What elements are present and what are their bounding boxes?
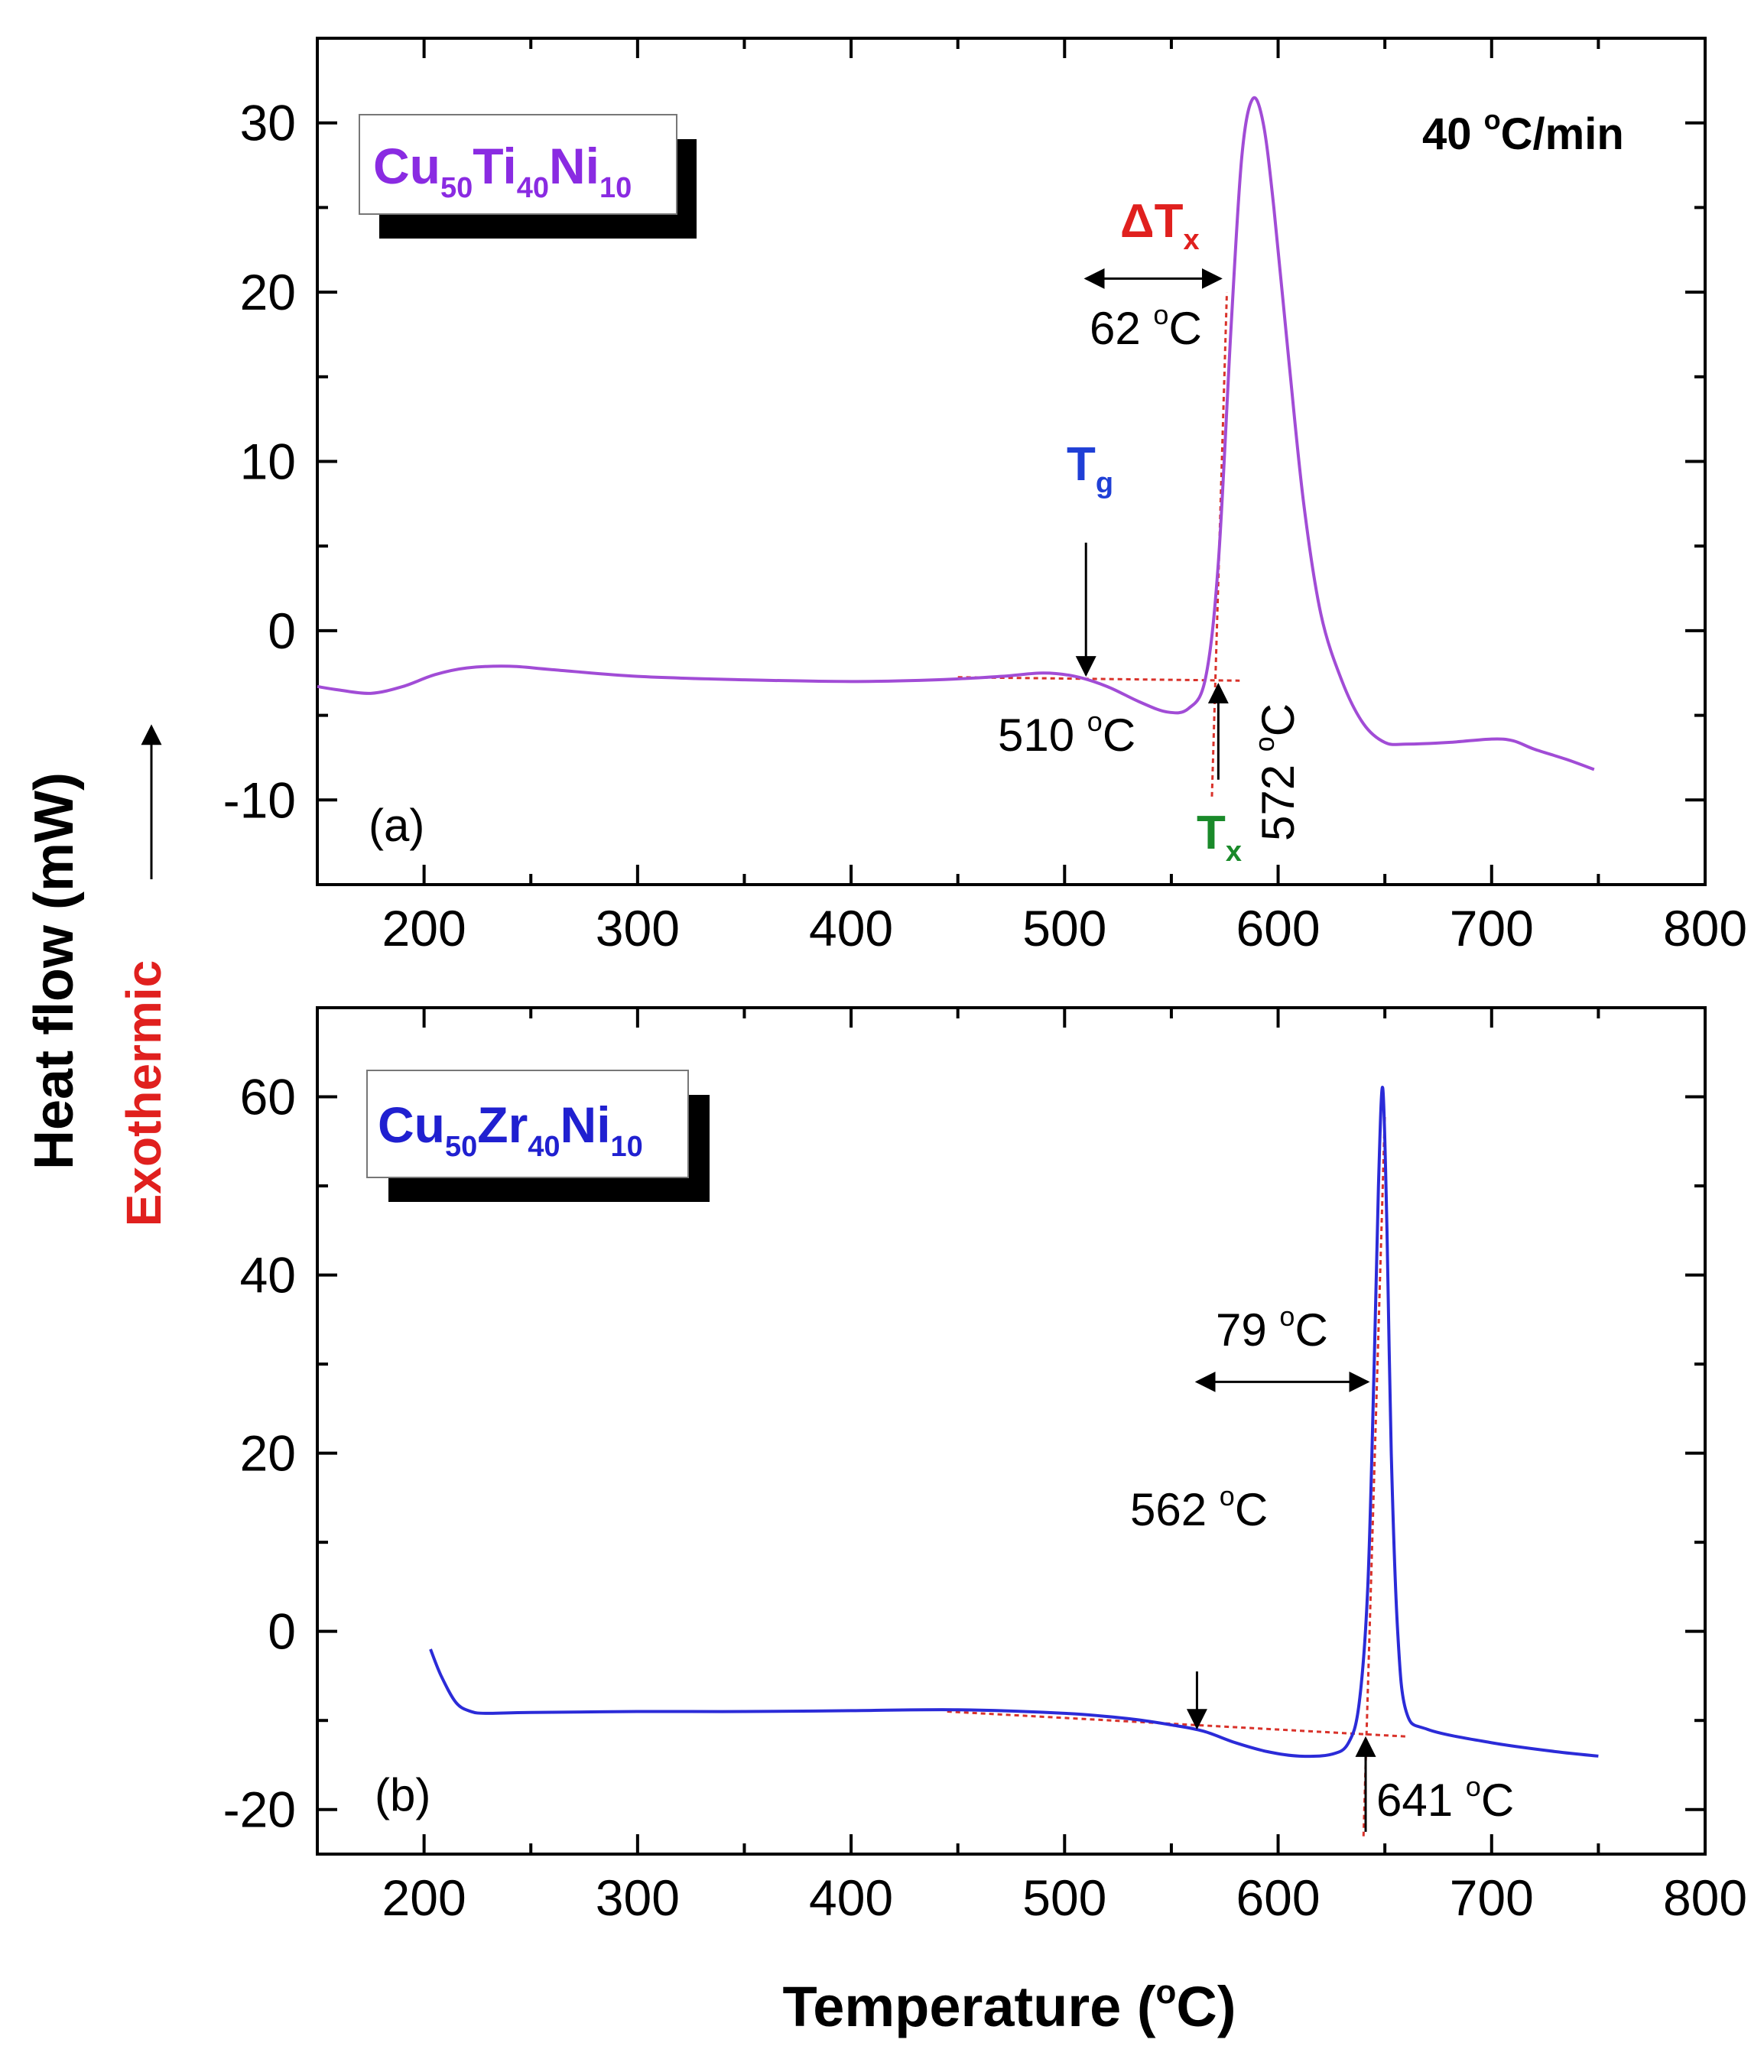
legend-a-sub3: 10 <box>599 172 632 204</box>
legend-a-el1: Cu <box>373 138 440 194</box>
x-tick-label: 200 <box>382 1869 466 1926</box>
legend-b-sub2: 40 <box>528 1131 560 1163</box>
x-axis-label-main: Temperature ( <box>783 1975 1156 2038</box>
panel-b-label: (b) <box>375 1769 430 1820</box>
tg-sub: g <box>1096 467 1113 499</box>
b-delta-tx-sup: o <box>1279 1301 1295 1332</box>
y-tick-label: -10 <box>223 771 296 828</box>
legend-b-el3: Ni <box>560 1096 611 1153</box>
y-tick-label: 40 <box>240 1247 296 1304</box>
x-tick-label: 800 <box>1663 1869 1747 1926</box>
x-tick-label: 300 <box>596 1869 680 1926</box>
delta-tx-num: 62 <box>1090 303 1153 354</box>
heating-rate-label: 40 oC/min <box>1422 104 1624 159</box>
b-tg-num: 562 <box>1130 1484 1220 1535</box>
b-tx-num: 641 <box>1376 1775 1466 1826</box>
tx-value: 572 oC <box>1249 703 1304 841</box>
panel-b-x-tick-labels: 200 300 400 500 600 700 800 <box>382 1869 1748 1926</box>
tg-sup: o <box>1087 706 1103 737</box>
legend-a-box <box>359 114 677 215</box>
panel-a-x-tick-labels: 200 300 400 500 600 700 800 <box>382 900 1748 956</box>
y-tick-label: 0 <box>268 602 296 659</box>
x-tick-label: 600 <box>1236 900 1320 956</box>
panel-a-curve <box>317 96 1595 771</box>
tx-num: 572 <box>1252 752 1304 841</box>
b-tg-unit: C <box>1235 1484 1268 1535</box>
delta-tx-value: 62 oC <box>1090 299 1202 354</box>
x-tick-label: 400 <box>809 900 893 956</box>
tx-symbol: T <box>1197 807 1226 859</box>
y-axis-label: Heat flow (mW) <box>24 772 85 1170</box>
b-delta-tx-unit: C <box>1295 1304 1327 1356</box>
x-tick-label: 200 <box>382 900 466 956</box>
x-tick-label: 700 <box>1450 900 1534 956</box>
x-tick-label: 500 <box>1022 900 1106 956</box>
b-tx-sup: o <box>1466 1771 1481 1802</box>
legend-a-el2: Ti <box>473 138 516 194</box>
tg-num: 510 <box>998 710 1087 761</box>
y-tick-label: 10 <box>240 434 296 490</box>
x-axis-label-sup: o <box>1156 1973 1177 2011</box>
y-tick-label: 30 <box>240 95 296 151</box>
y-tick-label: 0 <box>268 1603 296 1660</box>
x-axis-label: Temperature (oC) <box>783 1973 1236 2038</box>
b-tg-value: 562 oC <box>1130 1480 1268 1535</box>
b-tx-unit: C <box>1481 1775 1514 1826</box>
y-tick-label: 20 <box>240 264 296 320</box>
panel-b-ticks <box>316 1006 1707 1854</box>
x-tick-label: 600 <box>1236 1869 1320 1926</box>
legend-a-sub1: 50 <box>440 172 473 204</box>
legend-a-sub2: 40 <box>517 172 549 204</box>
tg-unit: C <box>1103 710 1135 761</box>
panel-b-baseline <box>947 1710 1407 1738</box>
delta-tx-sup: o <box>1153 299 1168 330</box>
legend-b-sub1: 50 <box>445 1131 477 1163</box>
panel-a-label: (a) <box>369 800 424 851</box>
b-tx-value: 641 oC <box>1376 1771 1514 1826</box>
tg-label: Tg <box>1067 438 1113 499</box>
b-tg-sup: o <box>1220 1480 1235 1512</box>
legend-b-el2: Zr <box>477 1096 528 1153</box>
panel-b-curve <box>429 1086 1599 1759</box>
delta-tx-symbol: ΔT <box>1120 195 1184 248</box>
delta-tx-sub: x <box>1183 224 1199 256</box>
tx-sub: x <box>1226 836 1242 868</box>
legend-b-el1: Cu <box>378 1096 445 1153</box>
panel-b-tx-tangent <box>1362 1114 1386 1837</box>
legend-b-formula: Cu50Zr40Ni10 <box>378 1096 643 1163</box>
x-tick-label: 500 <box>1022 1869 1106 1926</box>
x-axis-label-unit: C) <box>1176 1975 1236 2038</box>
b-delta-tx-value: 79 oC <box>1216 1301 1328 1356</box>
tg-symbol: T <box>1067 438 1096 491</box>
legend-a-el3: Ni <box>549 138 599 194</box>
tx-label: Tx <box>1197 807 1242 868</box>
panel-a-ticks <box>316 37 1707 886</box>
y-tick-label: 20 <box>240 1425 296 1482</box>
delta-tx-unit: C <box>1168 303 1201 354</box>
y-tick-label: 60 <box>240 1069 296 1125</box>
b-delta-tx-num: 79 <box>1216 1304 1279 1356</box>
x-tick-label: 800 <box>1663 900 1747 956</box>
rate-sup: o <box>1484 104 1501 135</box>
x-tick-label: 400 <box>809 1869 893 1926</box>
y-tick-label: -20 <box>223 1781 296 1838</box>
x-tick-label: 300 <box>596 900 680 956</box>
rate-value: 40 <box>1422 109 1484 159</box>
exothermic-label: Exothermic <box>116 960 171 1227</box>
legend-b-box <box>366 1070 689 1178</box>
legend-a-formula: Cu50Ti40Ni10 <box>373 138 632 204</box>
delta-tx-label: ΔTx <box>1120 195 1200 256</box>
tx-sup: o <box>1249 736 1280 752</box>
panel-b-frame <box>316 1006 1707 1856</box>
tg-value: 510 oC <box>998 706 1135 761</box>
rate-unit: C/min <box>1501 109 1624 159</box>
legend-b-sub3: 10 <box>611 1131 643 1163</box>
tx-unit: C <box>1252 703 1304 736</box>
panel-a-y-tick-labels: -10 0 10 20 30 <box>223 95 296 829</box>
panel-b-y-tick-labels: -20 0 20 40 60 <box>223 1069 296 1838</box>
x-tick-label: 700 <box>1450 1869 1534 1926</box>
